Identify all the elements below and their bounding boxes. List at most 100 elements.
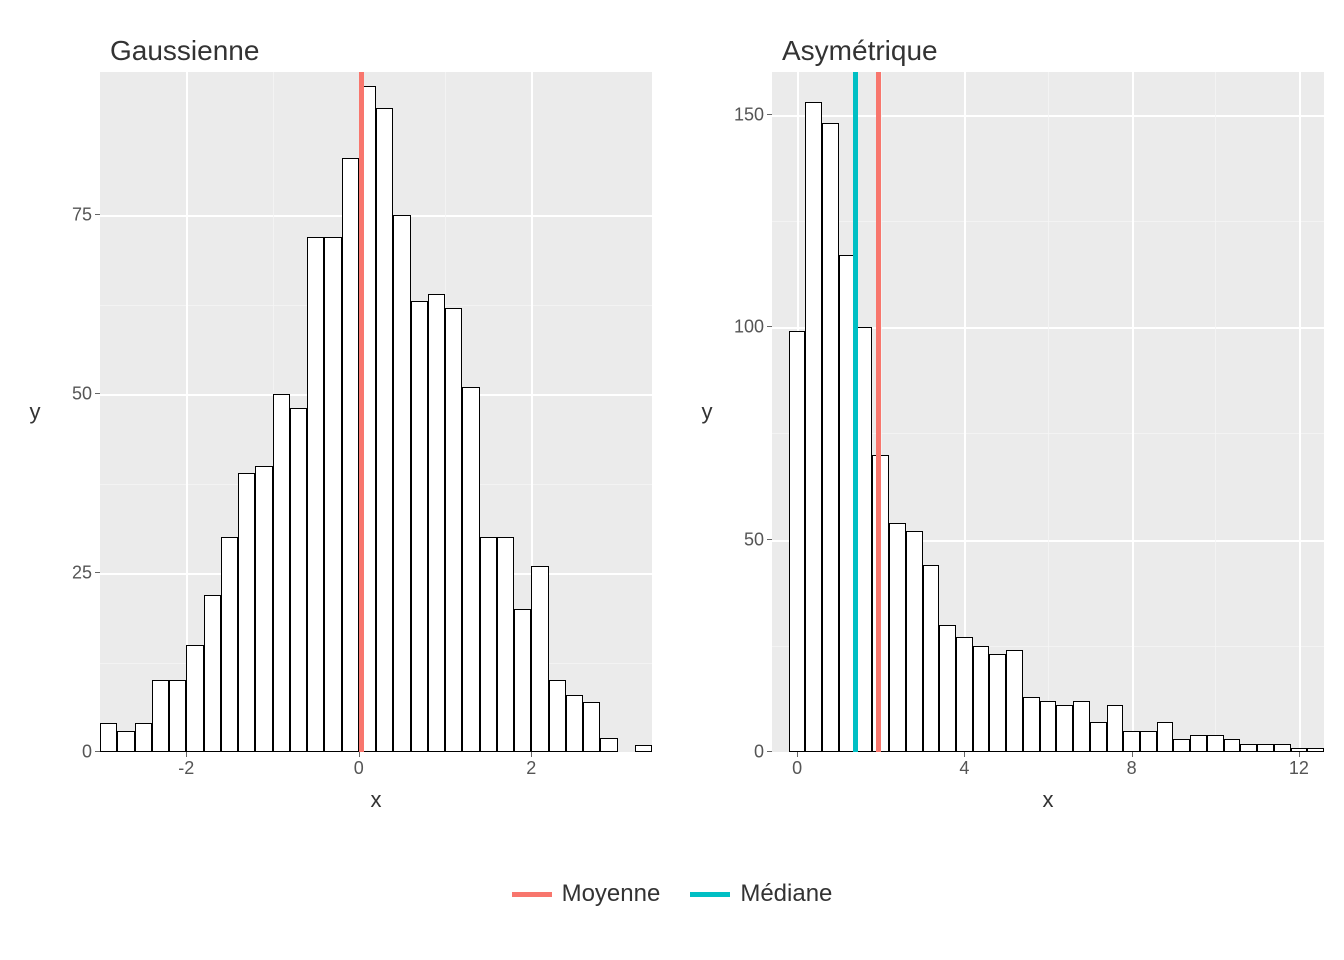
histogram-bar [100, 723, 117, 752]
x-axis-label: x [100, 787, 652, 813]
x-tick-label: 8 [1127, 758, 1137, 779]
y-tick-label: 50 [72, 384, 92, 405]
histogram-bar [1040, 701, 1057, 752]
y-tick-label: 25 [72, 563, 92, 584]
x-ticks: -2 0 2 [100, 752, 652, 782]
histogram-bar [889, 523, 906, 753]
histogram-bar [989, 654, 1006, 752]
histogram-bar [135, 723, 152, 752]
histogram-bar [1224, 739, 1241, 752]
x-tick-label: 4 [959, 758, 969, 779]
histogram-bar [939, 625, 956, 753]
histogram-bar [221, 537, 238, 752]
histogram-bar [956, 637, 973, 752]
legend-item: Moyenne [512, 880, 661, 908]
chart-container: Gaussienney0255075-202xAsymétriquey05010… [0, 0, 1344, 960]
histogram-bar [566, 695, 583, 752]
y-ticks: 0255075 [50, 72, 100, 752]
reference-line [853, 72, 858, 752]
histogram-bar [186, 645, 203, 752]
plot-wrap: y0255075 [20, 72, 652, 752]
histogram-bar [1173, 739, 1190, 752]
x-tick-label: 12 [1289, 758, 1309, 779]
histogram-bar [445, 308, 462, 752]
histogram-bar [273, 394, 290, 752]
histogram-bar [1006, 650, 1023, 752]
histogram-bar [480, 537, 497, 752]
y-tick-label: 150 [734, 104, 764, 125]
y-ticks: 050100150 [722, 72, 772, 752]
histogram-bar [393, 215, 410, 752]
histogram-bar [255, 466, 272, 752]
histogram-bar [789, 331, 806, 752]
histogram-bar [376, 108, 393, 752]
histogram-bar [324, 237, 341, 752]
grid-line-v [1299, 72, 1301, 752]
y-tick-label: 0 [754, 742, 764, 763]
histogram-bar [428, 294, 445, 752]
histogram-bar [906, 531, 923, 752]
y-tick-label: 50 [744, 529, 764, 550]
reference-line [359, 72, 364, 752]
histogram-bar [549, 680, 566, 752]
grid-line-v [1132, 72, 1134, 752]
x-tick-label: -2 [178, 758, 194, 779]
histogram-bar [1190, 735, 1207, 752]
panel-title: Asymétrique [782, 35, 1324, 67]
legend-label: Médiane [740, 880, 832, 908]
histogram-bar [1073, 701, 1090, 752]
histogram-bar [1257, 744, 1274, 753]
histogram-bar [1023, 697, 1040, 752]
histogram-bar [497, 537, 514, 752]
plot-area [100, 72, 652, 752]
x-tick-label: 2 [526, 758, 536, 779]
x-tick-mark [964, 752, 965, 757]
reference-line [876, 72, 881, 752]
histogram-bar [583, 702, 600, 752]
panels-row: Gaussienney0255075-202xAsymétriquey05010… [0, 0, 1344, 850]
histogram-bar [1157, 722, 1174, 752]
histogram-bar [290, 408, 307, 752]
panel-0: Gaussienney0255075-202x [0, 0, 672, 850]
histogram-bar [531, 566, 548, 752]
histogram-bar [1274, 744, 1291, 753]
histogram-bar [1240, 744, 1257, 753]
plot-wrap: y050100150 [692, 72, 1324, 752]
legend-swatch [690, 892, 730, 897]
legend-label: Moyenne [562, 880, 661, 908]
histogram-bar [169, 680, 186, 752]
histogram-bar [411, 301, 428, 752]
y-tick-label: 100 [734, 317, 764, 338]
histogram-bar [635, 745, 652, 752]
x-tick-mark [797, 752, 798, 757]
histogram-bar [307, 237, 324, 752]
y-axis-label: y [692, 72, 722, 752]
histogram-bar [1140, 731, 1157, 752]
x-tick-mark [1299, 752, 1300, 757]
legend-swatch [512, 892, 552, 897]
histogram-bar [152, 680, 169, 752]
histogram-bar [822, 123, 839, 752]
histogram-bar [1056, 705, 1073, 752]
histogram-bar [1107, 705, 1124, 752]
histogram-bar [462, 387, 479, 752]
x-tick-label: 0 [354, 758, 364, 779]
histogram-bar [973, 646, 990, 752]
x-tick-mark [186, 752, 187, 757]
histogram-bar [204, 595, 221, 752]
x-tick-mark [531, 752, 532, 757]
histogram-bar [805, 102, 822, 752]
histogram-bar [1090, 722, 1107, 752]
x-tick-mark [1132, 752, 1133, 757]
histogram-bar [117, 731, 134, 752]
plot-area [772, 72, 1324, 752]
legend: Moyenne Médiane [0, 880, 1344, 908]
histogram-bar [514, 609, 531, 752]
histogram-bar [342, 158, 359, 752]
y-tick-label: 0 [82, 742, 92, 763]
histogram-bar [1123, 731, 1140, 752]
histogram-bar [1207, 735, 1224, 752]
histogram-bar [238, 473, 255, 752]
x-tick-mark [359, 752, 360, 757]
grid-line-v-minor [1215, 72, 1216, 752]
